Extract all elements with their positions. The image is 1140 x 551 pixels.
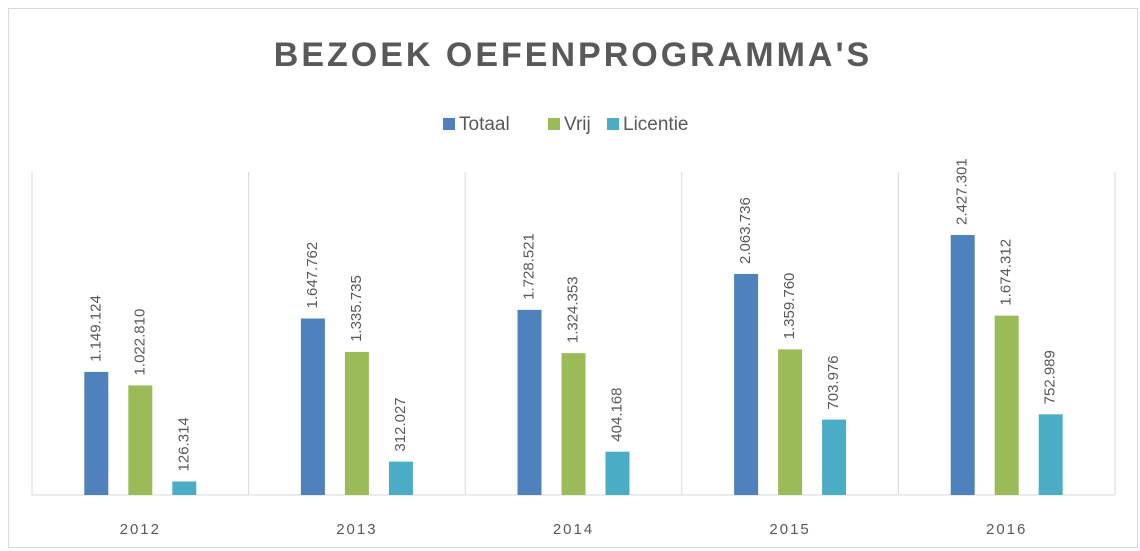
bar (84, 371, 109, 495)
bar (822, 419, 847, 495)
legend-label: Licentie (623, 114, 689, 135)
data-label: 1.149.124 (87, 295, 104, 362)
data-label: 2.427.301 (954, 158, 971, 225)
bar (734, 273, 759, 495)
data-label: 1.674.312 (998, 239, 1015, 306)
x-tick-label: 2015 (769, 521, 810, 538)
data-label: 404.168 (608, 387, 625, 441)
legend-label: Vrij (564, 114, 591, 135)
data-label: 703.976 (825, 355, 842, 409)
bar (994, 315, 1019, 495)
data-label: 1.022.810 (131, 309, 148, 376)
legend-swatch (443, 118, 455, 130)
bar (1038, 414, 1063, 495)
bar (561, 353, 586, 495)
data-label: 1.324.353 (564, 276, 581, 343)
data-label: 126.314 (175, 417, 192, 471)
data-label: 752.989 (1042, 350, 1059, 404)
bar (344, 351, 369, 495)
data-label: 1.647.762 (304, 242, 321, 309)
legend-swatch (607, 118, 619, 130)
data-label: 1.728.521 (520, 233, 537, 300)
x-tick-label: 2013 (336, 521, 377, 538)
data-label: 1.335.735 (348, 275, 365, 342)
bar (950, 235, 975, 495)
x-tick-label: 2014 (553, 521, 594, 538)
x-tick-label: 2012 (120, 521, 161, 538)
bar (388, 461, 413, 495)
bar (300, 318, 325, 495)
chart-title: BEZOEK OEFENPROGRAMMA'S (274, 36, 872, 74)
bar (128, 385, 153, 495)
x-tick-label: 2016 (986, 521, 1027, 538)
data-label: 312.027 (392, 397, 409, 451)
data-label: 1.359.760 (781, 273, 798, 340)
data-label: 2.063.736 (737, 197, 754, 264)
bar (778, 349, 803, 495)
bar (605, 451, 630, 495)
bar (172, 481, 197, 495)
bar (517, 309, 542, 495)
legend-swatch (548, 118, 560, 130)
legend-label: Totaal (459, 114, 510, 135)
